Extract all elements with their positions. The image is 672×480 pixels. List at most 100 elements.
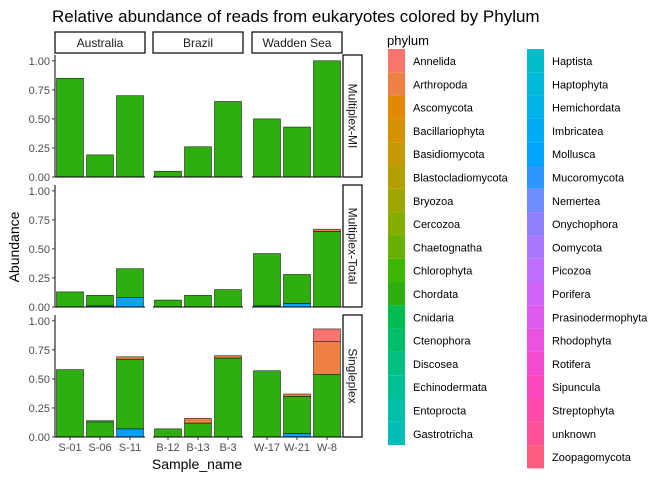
y-axis-label: Abundance bbox=[6, 211, 22, 282]
bar-segment bbox=[116, 268, 144, 298]
legend-label: Bacillariophyta bbox=[413, 126, 485, 138]
y-tick-label: 0.75 bbox=[29, 85, 50, 97]
y-tick-label: 1.00 bbox=[29, 316, 50, 328]
legend-label: Streptophyta bbox=[552, 406, 615, 418]
bar-segment bbox=[86, 295, 114, 307]
legend-label: Ctenophora bbox=[413, 336, 471, 348]
bar-segment bbox=[116, 358, 144, 430]
legend-label: Onychophora bbox=[552, 219, 619, 231]
y-tick-label: 0.25 bbox=[29, 273, 50, 285]
bar-segment bbox=[253, 370, 281, 438]
legend-label: Echinodermata bbox=[413, 382, 488, 394]
bar-segment bbox=[116, 297, 144, 308]
legend-key bbox=[527, 398, 544, 422]
legend-key bbox=[527, 72, 544, 96]
bar-segment bbox=[283, 303, 311, 308]
legend-key bbox=[388, 118, 405, 143]
legend-key bbox=[527, 445, 544, 469]
legend-key bbox=[388, 375, 405, 399]
legend-key bbox=[388, 305, 405, 329]
bar-segment bbox=[116, 428, 144, 438]
legend-label: Zoopagomycota bbox=[552, 452, 632, 464]
y-tick-label: 0.50 bbox=[29, 114, 50, 126]
bar-segment bbox=[154, 428, 182, 438]
legend-label: Blastocladiomycota bbox=[413, 173, 509, 185]
facet-strip-column-label: Brazil bbox=[183, 36, 213, 50]
bar-segment bbox=[313, 231, 341, 308]
legend-key bbox=[527, 282, 544, 306]
x-tick-label: W-17 bbox=[254, 442, 280, 454]
legend-label: Entoprocta bbox=[413, 406, 467, 418]
legend-label: unknown bbox=[552, 429, 596, 441]
facet-strip-column-label: Wadden Sea bbox=[263, 36, 332, 50]
legend-key bbox=[388, 212, 405, 236]
legend-label: Mucoromycota bbox=[552, 173, 625, 185]
bar-segment bbox=[313, 341, 341, 375]
bar-segment bbox=[184, 422, 212, 438]
legend-key bbox=[388, 188, 405, 213]
bar-segment bbox=[313, 374, 341, 438]
legend-key bbox=[527, 351, 544, 376]
legend-key bbox=[388, 328, 405, 352]
facet-strip-column bbox=[152, 31, 244, 54]
legend-label: Chaetognatha bbox=[413, 242, 483, 254]
facet-strip-column-label: Australia bbox=[77, 36, 124, 50]
y-tick-label: 0.50 bbox=[29, 244, 50, 256]
bar-segment bbox=[116, 356, 144, 360]
legend-key bbox=[388, 235, 405, 259]
legend-label: Cnidaria bbox=[413, 312, 455, 324]
chart-title: Relative abundance of reads from eukaryo… bbox=[52, 7, 540, 26]
legend-key bbox=[388, 421, 405, 446]
legend-key bbox=[527, 375, 544, 399]
y-tick-label: 0.00 bbox=[29, 302, 50, 314]
legend-key bbox=[527, 95, 544, 119]
bar-segment bbox=[214, 289, 242, 308]
bar-segment bbox=[154, 170, 182, 178]
legend-label: Chordata bbox=[413, 289, 459, 301]
legend-key bbox=[527, 188, 544, 213]
legend-key bbox=[527, 305, 544, 329]
legend-label: Rhodophyta bbox=[552, 336, 612, 348]
bar-segment bbox=[86, 154, 114, 178]
legend-key bbox=[388, 49, 405, 73]
bar-segment bbox=[253, 118, 281, 178]
bar-segment bbox=[184, 418, 212, 424]
facet-strip-row bbox=[342, 184, 363, 308]
facet-strip-row bbox=[342, 54, 363, 178]
legend-label: Discosea bbox=[413, 359, 459, 371]
legend-key bbox=[527, 49, 544, 73]
y-tick-label: 0.25 bbox=[29, 403, 50, 415]
legend-label: Picozoa bbox=[552, 266, 592, 278]
y-tick-label: 0.00 bbox=[29, 172, 50, 184]
legend-key bbox=[388, 72, 405, 96]
bar-segment bbox=[214, 355, 242, 359]
x-tick-label: B-3 bbox=[219, 442, 236, 454]
legend-key bbox=[388, 95, 405, 119]
legend-label: Haptophyta bbox=[552, 79, 609, 91]
legend-key bbox=[388, 282, 405, 306]
bar-segment bbox=[283, 393, 311, 397]
legend-label: Annelida bbox=[413, 56, 457, 68]
legend-label: Nemertea bbox=[552, 196, 601, 208]
facet-strip-column bbox=[54, 31, 146, 54]
legend-label: Arthropoda bbox=[413, 79, 468, 91]
bar-segment bbox=[56, 77, 84, 178]
bar-segment bbox=[56, 291, 84, 308]
legend-label: Bryozoa bbox=[413, 196, 454, 208]
legend-label: Gastrotricha bbox=[413, 429, 474, 441]
x-tick-label: W-8 bbox=[317, 442, 337, 454]
y-tick-label: 1.00 bbox=[29, 56, 50, 68]
legend-label: Sipuncula bbox=[552, 382, 601, 394]
bar-segment bbox=[283, 433, 311, 438]
x-tick-label: S-06 bbox=[88, 442, 111, 454]
legend-key bbox=[527, 235, 544, 259]
facet-panels: Australia Brazil Wadden Sea Multiplex-MI Mul… bbox=[29, 31, 363, 454]
bar-segment bbox=[214, 101, 242, 178]
legend-label: Prasinodermophyta bbox=[552, 312, 648, 324]
legend-label: Hemichordata bbox=[552, 103, 621, 115]
y-tick-label: 1.00 bbox=[29, 186, 50, 198]
legend-label: Cercozoa bbox=[413, 219, 461, 231]
legend-title: phylum bbox=[387, 33, 429, 48]
x-tick-label: S-01 bbox=[58, 442, 81, 454]
